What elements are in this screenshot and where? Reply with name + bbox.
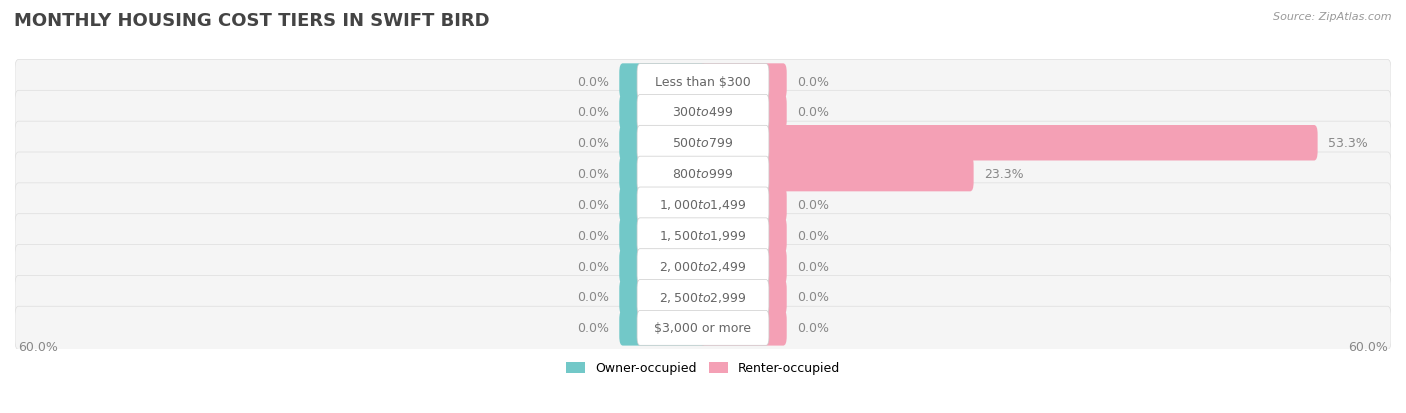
Text: 0.0%: 0.0% xyxy=(576,168,609,180)
FancyBboxPatch shape xyxy=(619,187,706,223)
FancyBboxPatch shape xyxy=(15,183,1391,226)
FancyBboxPatch shape xyxy=(700,310,787,346)
FancyBboxPatch shape xyxy=(700,157,973,192)
Legend: Owner-occupied, Renter-occupied: Owner-occupied, Renter-occupied xyxy=(561,356,845,380)
FancyBboxPatch shape xyxy=(700,249,787,284)
FancyBboxPatch shape xyxy=(700,95,787,131)
FancyBboxPatch shape xyxy=(619,157,706,192)
FancyBboxPatch shape xyxy=(700,187,787,223)
Text: $500 to $799: $500 to $799 xyxy=(672,137,734,150)
Text: 0.0%: 0.0% xyxy=(576,75,609,88)
FancyBboxPatch shape xyxy=(619,126,706,161)
Text: 23.3%: 23.3% xyxy=(984,168,1024,180)
FancyBboxPatch shape xyxy=(637,280,769,315)
Text: Source: ZipAtlas.com: Source: ZipAtlas.com xyxy=(1274,12,1392,22)
Text: 0.0%: 0.0% xyxy=(576,137,609,150)
Text: 0.0%: 0.0% xyxy=(797,106,830,119)
FancyBboxPatch shape xyxy=(15,122,1391,165)
FancyBboxPatch shape xyxy=(619,218,706,254)
Text: 0.0%: 0.0% xyxy=(797,229,830,242)
Text: 0.0%: 0.0% xyxy=(576,291,609,304)
Text: 0.0%: 0.0% xyxy=(576,260,609,273)
Text: 0.0%: 0.0% xyxy=(576,229,609,242)
FancyBboxPatch shape xyxy=(15,306,1391,349)
FancyBboxPatch shape xyxy=(637,311,769,345)
FancyBboxPatch shape xyxy=(15,276,1391,319)
Text: $3,000 or more: $3,000 or more xyxy=(655,322,751,335)
Text: Less than $300: Less than $300 xyxy=(655,75,751,88)
FancyBboxPatch shape xyxy=(15,91,1391,134)
FancyBboxPatch shape xyxy=(637,188,769,222)
Text: $800 to $999: $800 to $999 xyxy=(672,168,734,180)
Text: MONTHLY HOUSING COST TIERS IN SWIFT BIRD: MONTHLY HOUSING COST TIERS IN SWIFT BIRD xyxy=(14,12,489,30)
Text: 60.0%: 60.0% xyxy=(1348,341,1388,354)
Text: 0.0%: 0.0% xyxy=(576,106,609,119)
Text: 0.0%: 0.0% xyxy=(797,260,830,273)
FancyBboxPatch shape xyxy=(619,64,706,100)
FancyBboxPatch shape xyxy=(619,310,706,346)
Text: 0.0%: 0.0% xyxy=(797,199,830,211)
FancyBboxPatch shape xyxy=(700,126,1317,161)
Text: 0.0%: 0.0% xyxy=(576,322,609,335)
FancyBboxPatch shape xyxy=(700,280,787,315)
FancyBboxPatch shape xyxy=(637,157,769,192)
FancyBboxPatch shape xyxy=(619,95,706,131)
Text: $1,500 to $1,999: $1,500 to $1,999 xyxy=(659,229,747,243)
Text: 0.0%: 0.0% xyxy=(797,322,830,335)
Text: 53.3%: 53.3% xyxy=(1327,137,1368,150)
Text: 0.0%: 0.0% xyxy=(797,291,830,304)
FancyBboxPatch shape xyxy=(700,218,787,254)
Text: $300 to $499: $300 to $499 xyxy=(672,106,734,119)
Text: $2,500 to $2,999: $2,500 to $2,999 xyxy=(659,290,747,304)
Text: $2,000 to $2,499: $2,000 to $2,499 xyxy=(659,259,747,273)
Text: $1,000 to $1,499: $1,000 to $1,499 xyxy=(659,198,747,212)
FancyBboxPatch shape xyxy=(619,280,706,315)
FancyBboxPatch shape xyxy=(15,153,1391,196)
FancyBboxPatch shape xyxy=(15,60,1391,103)
Text: 60.0%: 60.0% xyxy=(18,341,58,354)
FancyBboxPatch shape xyxy=(15,214,1391,257)
FancyBboxPatch shape xyxy=(700,64,787,100)
Text: 0.0%: 0.0% xyxy=(797,75,830,88)
FancyBboxPatch shape xyxy=(637,218,769,253)
FancyBboxPatch shape xyxy=(637,249,769,284)
Text: 0.0%: 0.0% xyxy=(576,199,609,211)
FancyBboxPatch shape xyxy=(637,95,769,130)
FancyBboxPatch shape xyxy=(637,64,769,99)
FancyBboxPatch shape xyxy=(619,249,706,284)
FancyBboxPatch shape xyxy=(637,126,769,161)
FancyBboxPatch shape xyxy=(15,245,1391,288)
